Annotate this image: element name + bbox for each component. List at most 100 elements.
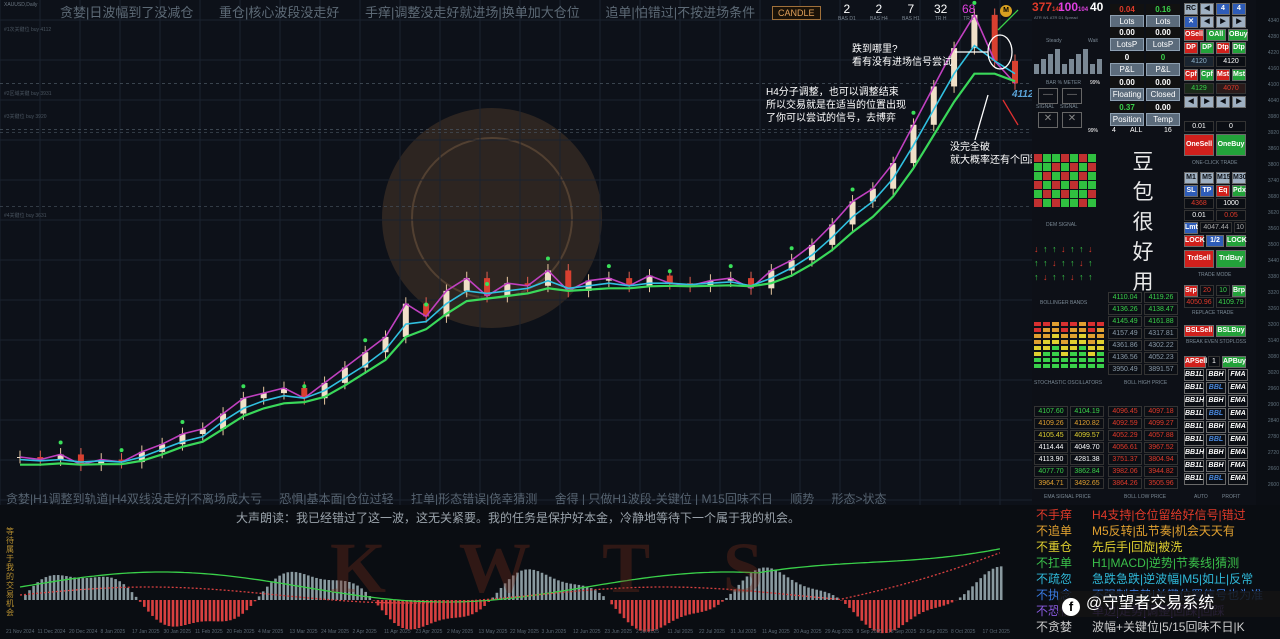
bb-signal-cell[interactable]: BBH [1206,421,1226,433]
nav-left2-button[interactable]: ◀ [1216,96,1230,108]
srp-button[interactable]: Srp [1184,285,1198,297]
bb-signal-cell[interactable]: BBH [1206,460,1226,472]
lots-buy-box[interactable]: 0.16 Lots [1146,4,1180,28]
brp-button[interactable]: Brp [1232,285,1246,297]
left-button[interactable]: ◀ [1200,16,1214,28]
count-4-button[interactable]: 4 [1216,3,1230,15]
mst-sell-button[interactable]: Mst [1216,69,1230,81]
m15-button[interactable]: M15 [1216,172,1231,184]
bb-signal-cell[interactable]: EMA [1228,421,1248,433]
price-input-c[interactable]: 4129 [1184,83,1214,94]
dp-buy-button[interactable]: DP [1200,42,1214,54]
replace-buy-input[interactable]: 4109.79 [1216,297,1246,308]
lot-input-b[interactable]: 0 [1216,121,1246,132]
bb-signal-cell[interactable]: EMA [1228,473,1248,485]
oall-button[interactable]: OAll [1206,29,1226,41]
brp-input[interactable]: 10 [1216,285,1230,296]
eq-button[interactable]: Eq [1216,185,1230,197]
lots-sell-box[interactable]: 0.04 Lots [1110,4,1144,28]
bb-signal-cell[interactable]: BB1L [1184,460,1204,472]
lock-buy-button[interactable]: LOCK [1226,235,1247,247]
price-input-a[interactable]: 4120 [1184,56,1214,67]
lotsp-buy-box[interactable]: 0.00 LotsP [1146,27,1180,51]
limit-price-input[interactable]: 4047.44 [1200,222,1232,233]
tp-button[interactable]: TP [1200,185,1214,197]
ap-sell-button[interactable]: APSell [1184,356,1207,368]
bb-signal-cell[interactable]: BBH [1206,447,1226,459]
m1-button[interactable]: M1 [1184,172,1198,184]
bb-signal-cell[interactable]: BB1L [1184,408,1204,420]
candle-body [727,278,734,281]
bb-signal-cell[interactable]: EMA [1228,382,1248,394]
bb-signal-cell[interactable]: EMA [1228,408,1248,420]
bb-signal-cell[interactable]: BBL [1206,473,1226,485]
bb-signal-cell[interactable]: BBL [1206,382,1226,394]
bb-signal-cell[interactable]: BB1L [1184,369,1204,381]
limit-count-input[interactable]: 10 [1234,222,1246,233]
lmt-button[interactable]: Lmt [1184,222,1198,234]
bb-signal-cell[interactable]: BBH [1206,369,1226,381]
histogram-bar [454,600,458,618]
right-button[interactable]: ▶ [1216,16,1230,28]
dtp-buy-button[interactable]: Dtp [1232,42,1246,54]
sl-input[interactable]: 4368 [1184,198,1214,209]
pl-buy-box[interactable]: 0 P&L [1146,52,1180,76]
half-button[interactable]: 1/2 [1206,235,1224,247]
pl-sell-box[interactable]: 0 P&L [1110,52,1144,76]
bb-signal-cell[interactable]: FMA [1228,460,1248,472]
one-buy-button[interactable]: OneBuy [1216,134,1246,156]
right2-button[interactable]: ▶ [1232,16,1246,28]
bb-signal-cell[interactable]: FMA [1228,369,1248,381]
dp-sell-button[interactable]: DP [1184,42,1198,54]
ap-buy-button[interactable]: APBuy [1222,356,1246,368]
trd-buy-button[interactable]: TrdBuy [1216,250,1246,268]
bb-signal-cell[interactable]: BB1H [1184,395,1204,407]
bb-signal-cell[interactable]: EMA [1228,447,1248,459]
m5-button[interactable]: M5 [1200,172,1214,184]
bb-signal-cell[interactable]: BB1L [1184,382,1204,394]
replace-sell-input[interactable]: 4050.96 [1184,297,1214,308]
bb-signal-cell[interactable]: EMA [1228,395,1248,407]
price-input-b[interactable]: 4120 [1216,56,1246,67]
bb-signal-cell[interactable]: BBL [1206,434,1226,446]
nav-right-button[interactable]: ▶ [1200,96,1214,108]
osell-button[interactable]: OSell [1184,29,1204,41]
lock-sell-button[interactable]: LOCK [1184,235,1205,247]
bb-signal-cell[interactable]: BBH [1206,395,1226,407]
cpf-sell-button[interactable]: Cpf [1184,69,1198,81]
bb-signal-cell[interactable]: BB1L [1184,434,1204,446]
price-chart[interactable]: XAUUSD,Daily #1次关键位 buy 4112 #2区域关键 buy … [0,0,1032,505]
price-value-cell: 4099.57 [1070,430,1104,441]
bb-signal-cell[interactable]: BB1L [1184,421,1204,433]
x-button[interactable]: ✕ [1184,16,1198,28]
srp-input[interactable]: 20 [1200,285,1214,296]
cpf-buy-button[interactable]: Cpf [1200,69,1214,81]
dtp-sell-button[interactable]: Dtp [1216,42,1230,54]
bb-signal-cell[interactable]: EMA [1228,434,1248,446]
nav-right2-button[interactable]: ▶ [1232,96,1246,108]
obuy-button[interactable]: OBuy [1228,29,1248,41]
m30-button[interactable]: M30 [1232,172,1247,184]
ap-count-input[interactable]: 1 [1208,356,1220,367]
mst-buy-button[interactable]: Mst [1232,69,1246,81]
lot-input-d[interactable]: 0.05 [1216,210,1246,221]
bsl-buy-button[interactable]: BSLBuy [1216,325,1246,337]
bsl-sell-button[interactable]: BSLSell [1184,325,1214,337]
rc-button[interactable]: RC [1184,3,1198,15]
price-input-d[interactable]: 4070 [1216,83,1246,94]
lotsp-sell-box[interactable]: 0.00 LotsP [1110,27,1144,51]
bb-signal-cell[interactable]: BB1L [1184,473,1204,485]
one-sell-button[interactable]: OneSell [1184,134,1214,156]
lot-input-a[interactable]: 0.01 [1184,121,1214,132]
nav-left-button[interactable]: ◀ [1184,96,1198,108]
sl-button[interactable]: SL [1184,185,1198,197]
count-4b-button[interactable]: 4 [1232,3,1246,15]
bb-signal-cell[interactable]: BB1H [1184,447,1204,459]
tp-input[interactable]: 1000 [1216,198,1246,209]
pdx-button[interactable]: Pdx [1232,185,1246,197]
prev-button[interactable]: ◀ [1200,3,1214,15]
trd-sell-button[interactable]: TrdSell [1184,250,1214,268]
candle-mode-button[interactable]: CANDLE [772,6,821,20]
lot-input-c[interactable]: 0.01 [1184,210,1214,221]
bb-signal-cell[interactable]: BBL [1206,408,1226,420]
